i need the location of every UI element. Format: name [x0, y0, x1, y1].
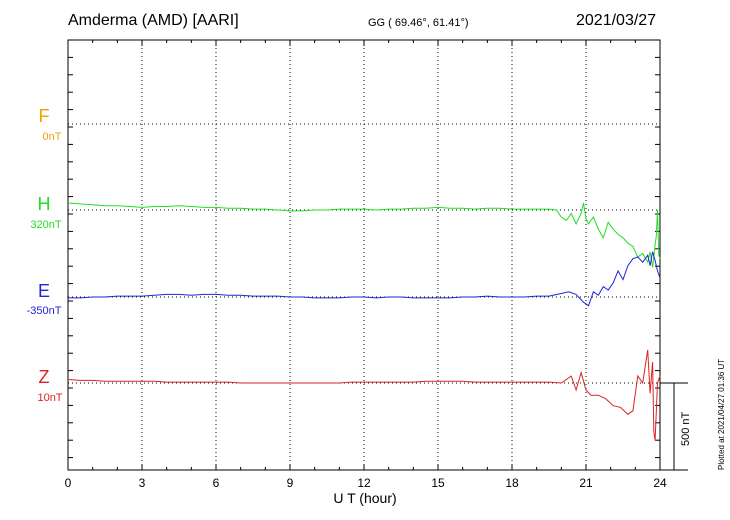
axis-ticks: [67, 39, 661, 470]
x-tick-label: 15: [431, 476, 445, 490]
x-tick-label: 6: [213, 476, 220, 490]
x-tick-labels: 0 3 6 9 12 15 18 21 24: [65, 476, 667, 490]
component-label-f: F: [38, 106, 50, 126]
baseline-label-h: 320nT: [30, 219, 62, 231]
baseline-label-z: 10nT: [37, 392, 63, 404]
x-tick-label: 18: [505, 476, 519, 490]
component-label-z: Z: [38, 367, 50, 387]
plotted-at-note: Plotted at 2021/04/27 01:36 UT: [717, 358, 726, 470]
chart-date: 2021/03/27: [576, 12, 657, 29]
geographic-coords: GG ( 69.46°, 61.41°): [368, 17, 469, 29]
series-lines: [67, 202, 661, 441]
component-label-e: E: [37, 281, 50, 301]
baseline-label-f: 0nT: [42, 131, 62, 143]
scale-bar-label: 500 nT: [680, 411, 692, 446]
x-tick-label: 3: [139, 476, 146, 490]
x-tick-label: 9: [287, 476, 294, 490]
x-tick-label: 12: [357, 476, 371, 490]
x-tick-label: 24: [653, 476, 667, 490]
series-line-h: [67, 202, 661, 268]
grid-lines: [68, 40, 660, 470]
series-line-z: [67, 349, 661, 441]
baseline-label-e: -350nT: [26, 305, 62, 317]
x-axis-label: U T (hour): [333, 490, 396, 506]
x-tick-label: 0: [65, 476, 72, 490]
series-line-e: [68, 251, 661, 307]
scale-bar: [660, 382, 688, 471]
x-tick-label: 21: [579, 476, 593, 490]
component-label-h: H: [37, 194, 51, 214]
station-title: Amderma (AMD) [AARI]: [68, 12, 239, 29]
